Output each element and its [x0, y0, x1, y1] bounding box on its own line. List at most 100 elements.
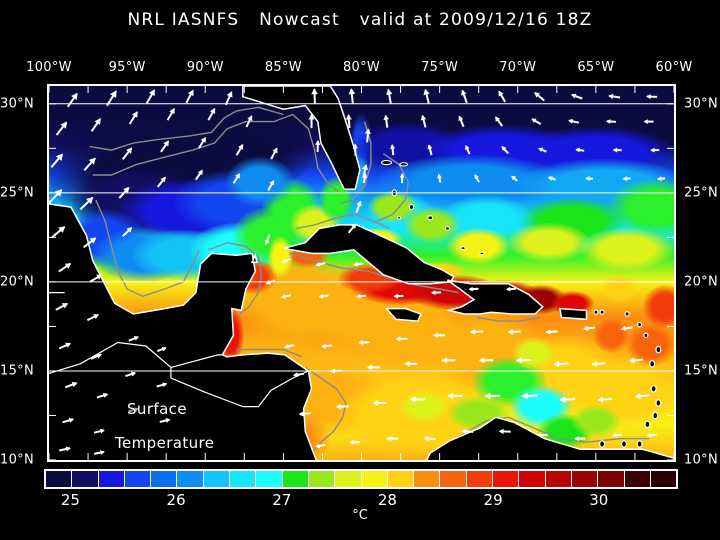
landmass-bahamas-cay [399, 162, 409, 167]
current-vector [553, 360, 569, 368]
bathy-cuba-south [289, 252, 459, 294]
landmass-isla-mujeres [250, 252, 258, 264]
current-vector [583, 325, 596, 331]
colorbar-segment [571, 471, 599, 487]
current-vector [574, 436, 586, 442]
current-vector [395, 336, 408, 342]
current-vector [89, 274, 103, 283]
current-vector [365, 128, 371, 143]
lon-tick-100W: 100°W [26, 60, 72, 75]
current-vector [646, 94, 658, 100]
current-vector [441, 357, 456, 364]
lat-tick-30N: 30°N [0, 96, 34, 112]
current-vector [470, 329, 484, 335]
colorbar-segment [151, 471, 178, 487]
current-vector [409, 396, 425, 403]
landmass-cuba [284, 224, 455, 285]
current-vector [622, 176, 631, 181]
colorbar-tick-26: 26 [166, 491, 186, 509]
current-vector [643, 119, 654, 125]
bathy-yucatan [208, 241, 263, 315]
current-vector [372, 400, 387, 406]
current-vector [355, 200, 362, 214]
current-vector [145, 89, 156, 104]
bathy-honduras [236, 348, 303, 358]
current-vector [66, 92, 78, 108]
map-overlays [49, 86, 674, 460]
landmass-lesser-antilles [655, 399, 662, 407]
bathy-shelf-north-gulf [89, 106, 284, 151]
current-vector [433, 332, 446, 339]
current-vector [390, 144, 396, 156]
figure-title: NRL IASNFS Nowcast valid at 2009/12/16 1… [127, 10, 593, 30]
landmass-bahamas-cay [427, 215, 434, 221]
current-vector [447, 392, 463, 400]
current-vector [646, 432, 657, 438]
current-vector [423, 88, 430, 104]
current-vector [79, 196, 94, 211]
current-vector [458, 115, 465, 128]
landmass-lesser-antilles [655, 345, 662, 354]
colorbar-segment [177, 471, 204, 487]
current-vector [93, 428, 105, 434]
current-vector [498, 428, 511, 435]
current-vector [224, 91, 233, 106]
lat-tick-30N: 30°N [684, 96, 718, 112]
current-vector [284, 343, 295, 349]
temperature-colorbar[interactable] [44, 469, 678, 489]
landmass-lesser-antilles [599, 309, 605, 315]
current-vector [90, 353, 102, 360]
bathy-nicaragua-rise [304, 366, 347, 454]
colorbar-tick-27: 27 [272, 491, 292, 509]
current-vector [83, 157, 96, 171]
lat-tick-25N: 25°N [0, 185, 34, 201]
current-vector [86, 314, 100, 322]
current-vector [352, 143, 358, 156]
current-vector [420, 114, 427, 128]
lat-tick-10N: 10°N [684, 452, 718, 468]
current-vector [353, 261, 363, 267]
current-vector [366, 364, 381, 371]
current-vector [58, 446, 72, 452]
current-vector [207, 107, 216, 121]
landmass-lesser-antilles [643, 332, 649, 339]
current-vector [55, 302, 69, 311]
current-vector [349, 439, 361, 445]
current-vector [315, 261, 326, 267]
current-vector [264, 234, 271, 245]
current-vector [106, 90, 117, 107]
landmass-lesser-antilles [624, 311, 630, 317]
landmass-bahamas-cay [444, 226, 450, 231]
map-plot-area[interactable]: Surface Temperature [47, 84, 676, 462]
current-vector [536, 432, 548, 438]
colorbar-segment [440, 471, 467, 487]
colorbar-segment [493, 471, 520, 487]
colorbar-segment [282, 471, 309, 487]
current-vector [534, 92, 545, 102]
colorbar-segment [230, 471, 257, 487]
colorbar-segment [335, 471, 362, 487]
colorbar-segment [308, 471, 336, 487]
landmass-polygons [49, 86, 674, 460]
current-vector [128, 336, 139, 342]
border-mexico-south [49, 341, 172, 379]
landmass-lesser-antilles [599, 440, 606, 448]
current-vector [232, 173, 241, 184]
lon-tick-65W: 65°W [577, 60, 615, 75]
landmass-lesser-antilles [620, 440, 627, 448]
current-vector [194, 169, 204, 181]
political-borders [49, 292, 309, 408]
current-vector [404, 361, 418, 367]
current-vector [281, 257, 292, 264]
current-vector [612, 147, 622, 153]
current-vector [348, 88, 356, 105]
current-vector [315, 140, 321, 153]
current-vector [156, 382, 168, 388]
current-vector [545, 329, 558, 335]
colorbar-tick-30: 30 [589, 491, 609, 509]
landmass-mainland [49, 203, 674, 460]
landmass-lesser-antilles [593, 309, 599, 315]
lat-tick-10N: 10°N [0, 452, 34, 468]
current-vector [335, 403, 349, 410]
bathy-campeche [95, 199, 200, 297]
